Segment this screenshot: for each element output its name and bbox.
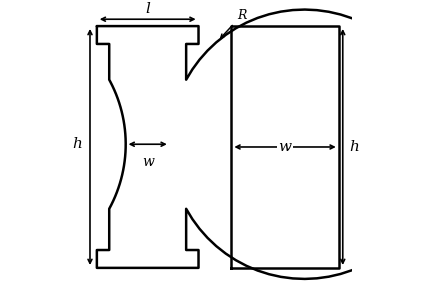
Text: R: R	[221, 9, 246, 38]
Text: h: h	[349, 140, 359, 154]
Text: w: w	[142, 155, 154, 169]
Text: l: l	[145, 2, 150, 16]
Text: h: h	[73, 137, 83, 151]
Text: w: w	[279, 140, 292, 154]
